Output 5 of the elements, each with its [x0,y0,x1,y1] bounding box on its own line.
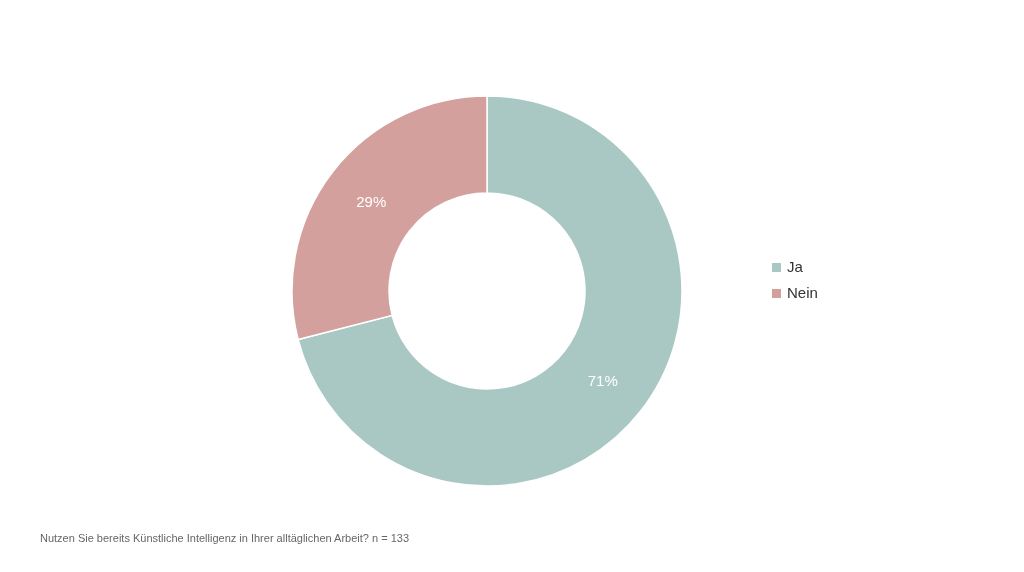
data-label: 29% [356,192,387,210]
legend-label: Nein [787,284,818,302]
data-label: 71% [587,372,618,390]
text: Nutzen Sie bereits Künstliche Intelligenz in Ihrer alltäglichen Arbeit? n = 133 [40,532,410,544]
legend-label: Ja [787,258,803,276]
